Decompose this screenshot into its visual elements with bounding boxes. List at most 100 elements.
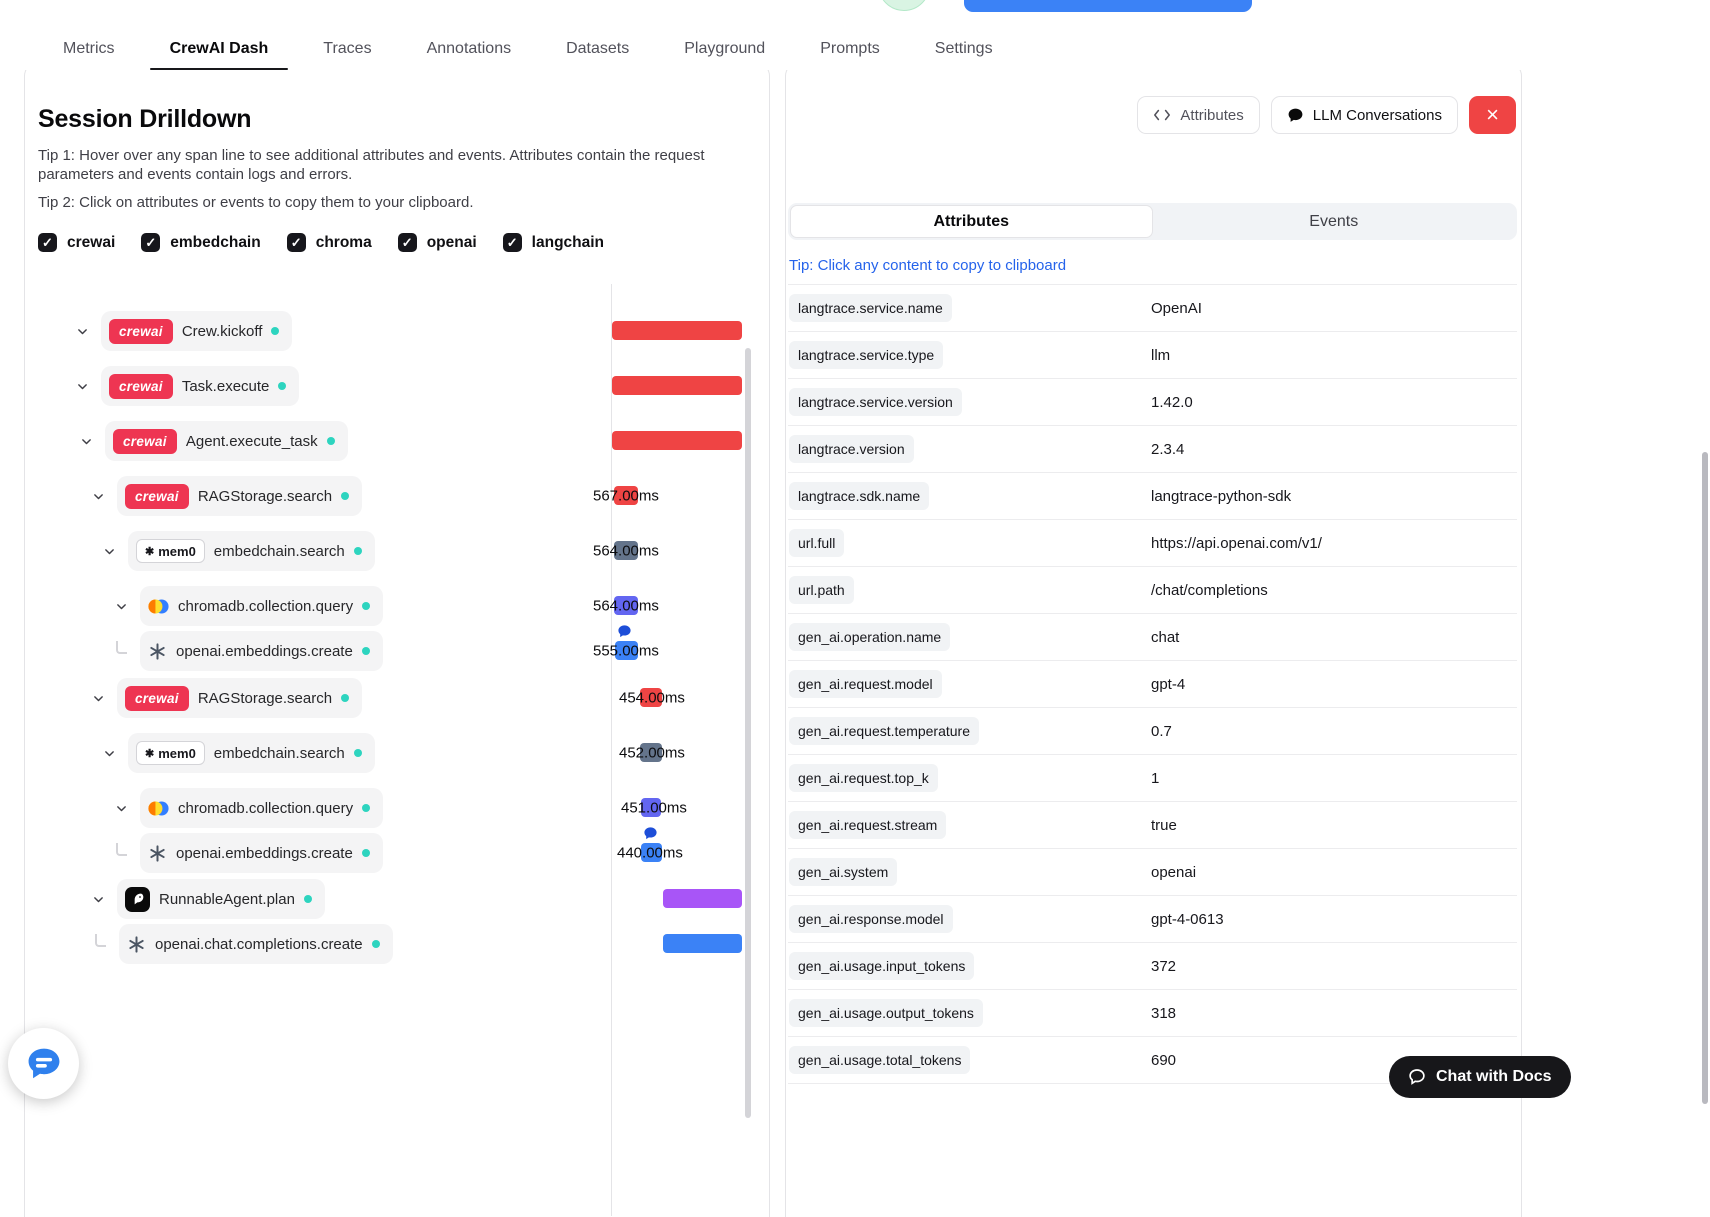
span-row-pill[interactable]: crewai RAGStorage.search [117, 476, 363, 516]
attribute-key[interactable]: gen_ai.operation.name [789, 623, 951, 651]
tab-metrics[interactable]: Metrics [63, 40, 115, 57]
attribute-key[interactable]: url.path [789, 576, 854, 604]
span-row-pill[interactable]: openai.embeddings.create [140, 631, 383, 671]
attribute-value[interactable]: gpt-4 [1151, 675, 1186, 693]
span-row-pill[interactable]: openai.chat.completions.create [119, 924, 393, 964]
chat-with-docs-button[interactable]: Chat with Docs [1389, 1056, 1571, 1098]
attribute-key[interactable]: gen_ai.usage.output_tokens [789, 999, 983, 1027]
span-duration-bar[interactable] [612, 431, 742, 450]
attribute-key[interactable]: gen_ai.system [789, 858, 898, 886]
tab-datasets[interactable]: Datasets [566, 40, 630, 57]
copy-tip[interactable]: Tip: Click any content to copy to clipbo… [789, 257, 1067, 274]
chat-widget-button[interactable] [8, 1028, 79, 1099]
chevron-down-icon[interactable] [71, 375, 93, 397]
filter-crewai[interactable]: ✓ crewai [38, 233, 115, 252]
attribute-value[interactable]: 690 [1151, 1051, 1177, 1069]
checkbox-crewai-checked-icon[interactable]: ✓ [38, 233, 57, 252]
tab-settings[interactable]: Settings [934, 40, 993, 57]
attribute-key[interactable]: gen_ai.response.model [789, 905, 953, 933]
span-row-pill[interactable]: openai.embeddings.create [140, 833, 383, 873]
tab-annotations[interactable]: Annotations [426, 40, 512, 57]
filter-embedchain[interactable]: ✓ embedchain [141, 233, 261, 252]
filter-openai[interactable]: ✓ openai [397, 233, 477, 252]
span-row-pill[interactable]: crewai Crew.kickoff [101, 311, 293, 351]
page-scrollbar[interactable] [1702, 452, 1708, 1104]
attribute-value[interactable]: 318 [1151, 1004, 1177, 1022]
span-duration-bar[interactable] [612, 376, 742, 395]
span-duration-bar[interactable] [663, 934, 742, 953]
span-row-pill[interactable]: ✱ mem0 embedchain.search [128, 531, 375, 571]
attribute-key[interactable]: gen_ai.request.top_k [789, 764, 938, 792]
attribute-value[interactable]: chat [1151, 628, 1180, 646]
attribute-key[interactable]: langtrace.service.name [789, 294, 952, 322]
span-row-pill[interactable]: RunnableAgent.plan [117, 879, 325, 919]
span-duration-bar[interactable] [640, 743, 662, 762]
chevron-down-icon[interactable] [87, 888, 109, 910]
trace-scrollbar[interactable] [745, 348, 751, 1118]
span-row-pill[interactable]: crewai Agent.execute_task [105, 421, 348, 461]
span-duration-bar[interactable] [614, 596, 638, 615]
attribute-value[interactable]: openai [1151, 863, 1197, 881]
filter-chroma[interactable]: ✓ chroma [286, 233, 372, 252]
checkbox-embedchain-checked-icon[interactable]: ✓ [141, 233, 161, 252]
tab-crewai-dash[interactable]: CrewAI Dash [149, 28, 288, 70]
tab-playground[interactable]: Playground [684, 40, 766, 57]
attribute-value[interactable]: gpt-4-0613 [1151, 910, 1224, 928]
attribute-value[interactable]: 2.3.4 [1151, 440, 1185, 458]
span-duration-bar[interactable] [641, 843, 662, 862]
attribute-value[interactable]: 0.7 [1151, 722, 1172, 740]
checkbox-langchain-checked-icon[interactable]: ✓ [502, 233, 522, 252]
free-credits-button[interactable]: Get more FREE credits for feedback › [964, 0, 1252, 12]
tab-attributes[interactable]: Attributes [790, 205, 1153, 238]
llm-conversations-button[interactable]: LLM Conversations [1270, 96, 1458, 134]
chevron-down-icon[interactable] [98, 742, 120, 764]
attribute-key[interactable]: gen_ai.request.stream [789, 811, 947, 839]
span-duration-bar[interactable] [640, 688, 662, 707]
span-duration-bar[interactable] [614, 541, 638, 560]
span-duration-bar[interactable] [615, 641, 638, 660]
attribute-value[interactable]: https://api.openai.com/v1/ [1151, 534, 1322, 552]
attribute-key[interactable]: langtrace.version [789, 435, 914, 463]
attribute-key[interactable]: gen_ai.usage.input_tokens [789, 952, 975, 980]
chevron-down-icon[interactable] [98, 540, 120, 562]
tab-prompts[interactable]: Prompts [820, 40, 880, 57]
attribute-key[interactable]: gen_ai.usage.total_tokens [789, 1046, 971, 1074]
attribute-value[interactable]: 1 [1151, 769, 1160, 787]
span-duration-bar[interactable] [614, 486, 638, 505]
attribute-key[interactable]: gen_ai.request.temperature [789, 717, 979, 745]
chevron-down-icon[interactable] [71, 320, 93, 342]
attribute-key[interactable]: gen_ai.request.model [789, 670, 942, 698]
attribute-key[interactable]: langtrace.service.type [789, 341, 944, 369]
avatar[interactable] [878, 0, 930, 11]
checkbox-openai-checked-icon[interactable]: ✓ [397, 233, 417, 252]
attribute-key[interactable]: langtrace.sdk.name [789, 482, 930, 510]
chevron-down-icon[interactable] [87, 687, 109, 709]
attribute-key[interactable]: langtrace.service.version [789, 388, 962, 416]
chevron-down-icon[interactable] [110, 595, 132, 617]
attributes-view-button[interactable]: Attributes [1137, 96, 1260, 134]
filter-langchain[interactable]: ✓ langchain [502, 233, 604, 252]
span-duration-bar[interactable] [663, 889, 742, 908]
close-button[interactable]: × [1469, 96, 1516, 134]
tab-traces[interactable]: Traces [323, 40, 372, 57]
attribute-value[interactable]: 1.42.0 [1151, 393, 1193, 411]
attribute-value[interactable]: /chat/completions [1151, 581, 1268, 599]
attribute-value[interactable]: 372 [1151, 957, 1177, 975]
tab-events[interactable]: Events [1309, 212, 1359, 230]
attribute-key[interactable]: url.full [789, 529, 845, 557]
attribute-value[interactable]: langtrace-python-sdk [1151, 487, 1292, 505]
span-duration-bar[interactable] [641, 798, 661, 817]
span-duration-bar[interactable] [612, 321, 742, 340]
checkbox-chroma-checked-icon[interactable]: ✓ [286, 233, 306, 252]
span-row-pill[interactable]: chromadb.collection.query [140, 788, 384, 828]
span-row-pill[interactable]: crewai Task.execute [101, 366, 300, 406]
attribute-value[interactable]: true [1151, 816, 1177, 834]
chevron-down-icon[interactable] [87, 485, 109, 507]
span-row-pill[interactable]: chromadb.collection.query [140, 586, 384, 626]
attribute-value[interactable]: llm [1151, 346, 1171, 364]
chevron-down-icon[interactable] [75, 430, 97, 452]
attribute-value[interactable]: OpenAI [1151, 299, 1202, 317]
chevron-down-icon[interactable] [110, 797, 132, 819]
span-row-pill[interactable]: ✱ mem0 embedchain.search [128, 733, 375, 773]
span-row-pill[interactable]: crewai RAGStorage.search [117, 678, 363, 718]
